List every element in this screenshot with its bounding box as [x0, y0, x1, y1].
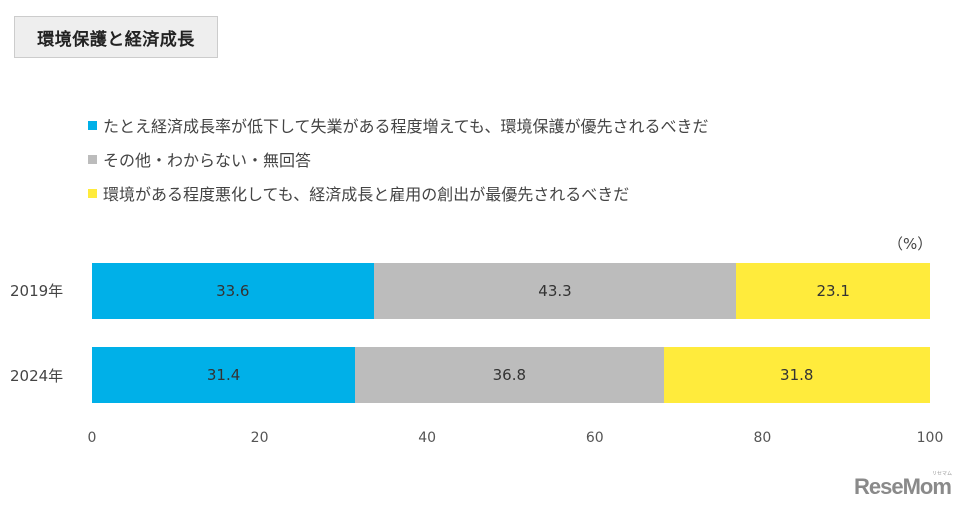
legend-swatch-blue — [88, 120, 97, 130]
x-tick: 60 — [585, 430, 604, 446]
bar-segment-other: 36.8 — [355, 347, 664, 403]
bar-2019: 33.6 43.3 23.1 — [92, 263, 930, 319]
bar-segment-other: 43.3 — [373, 263, 737, 319]
value-label: 31.8 — [780, 366, 814, 384]
bar-2024: 31.4 36.8 31.8 — [92, 347, 930, 403]
legend-swatch-yellow — [88, 188, 97, 198]
x-tick: 0 — [87, 430, 97, 446]
value-label: 33.6 — [216, 282, 250, 300]
value-label: 43.3 — [538, 282, 572, 300]
legend: たとえ経済成長率が低下して失業がある程度増えても、環境保護が優先されるべきだ そ… — [88, 108, 708, 210]
bar-segment-environment: 31.4 — [92, 347, 356, 403]
value-label: 23.1 — [816, 282, 850, 300]
value-label: 36.8 — [492, 366, 527, 384]
legend-swatch-gray — [88, 154, 97, 164]
x-tick: 80 — [753, 430, 772, 446]
bar-segment-environment: 33.6 — [92, 263, 374, 319]
x-tick: 20 — [250, 430, 269, 446]
x-axis: 0 20 40 60 80 100 — [88, 430, 944, 450]
legend-item-other: その他・わからない・無回答 — [88, 142, 708, 176]
legend-label: その他・わからない・無回答 — [103, 151, 312, 170]
value-label: 31.4 — [206, 366, 241, 384]
bar-segment-economy: 23.1 — [736, 263, 930, 319]
legend-label: 環境がある程度悪化しても、経済成長と雇用の創出が最優先されるべきだ — [103, 185, 630, 204]
x-tick: 100 — [916, 430, 944, 446]
resemom-logo: ReseMom — [854, 474, 952, 499]
resemom-logo-kana: リセマム — [932, 471, 953, 477]
legend-label: たとえ経済成長率が低下して失業がある程度増えても、環境保護が優先されるべきだ — [103, 117, 709, 136]
row-label-2019: 2019年 — [10, 282, 64, 300]
row-label-2024: 2024年 — [10, 367, 64, 385]
chart-title: 環境保護と経済成長 — [14, 16, 218, 58]
legend-item-economy-first: 環境がある程度悪化しても、経済成長と雇用の創出が最優先されるべきだ — [88, 176, 708, 210]
x-tick: 40 — [418, 430, 437, 446]
bar-segment-economy: 31.8 — [663, 347, 930, 403]
unit-label: （%） — [888, 235, 933, 253]
legend-item-environment-first: たとえ経済成長率が低下して失業がある程度増えても、環境保護が優先されるべきだ — [88, 108, 708, 142]
